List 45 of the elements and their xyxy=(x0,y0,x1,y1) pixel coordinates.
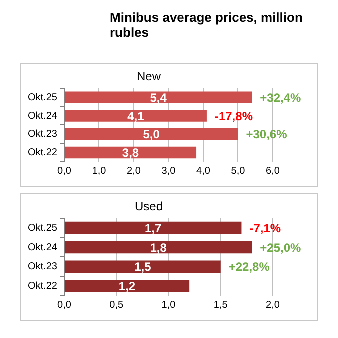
annotation: +30,6% xyxy=(246,128,288,142)
y-tick-label: Okt.22 xyxy=(28,148,58,159)
data-label: 5,4 xyxy=(150,90,168,105)
annotation: +25,0% xyxy=(260,240,302,255)
chart-title: Minibus average prices, million rubles xyxy=(110,10,304,40)
bar xyxy=(64,280,190,292)
chart-subtitle: New xyxy=(136,70,162,84)
data-label: 1,5 xyxy=(134,260,152,274)
annotation: -17,8% xyxy=(214,109,254,124)
y-tick-label: Okt.23 xyxy=(28,129,58,140)
x-tick-label: 5,0 xyxy=(231,166,246,177)
x-tick-label: 4,0 xyxy=(196,166,211,177)
y-tick-label: Okt.24 xyxy=(28,110,58,122)
bar xyxy=(64,128,238,140)
y-tick-label: Okt.25 xyxy=(28,222,58,234)
data-label: 1,2 xyxy=(118,280,136,294)
x-tick-label: 0,5 xyxy=(110,300,124,311)
bar xyxy=(64,146,197,159)
x-tick-label: 3,0 xyxy=(162,166,176,177)
bar xyxy=(64,241,252,254)
bar xyxy=(64,110,207,122)
x-tick-label: 0,0 xyxy=(58,300,72,311)
y-tick-label: Okt.22 xyxy=(28,281,58,292)
bar xyxy=(64,260,221,274)
data-label: 4,1 xyxy=(128,109,145,124)
x-tick-label: 1,0 xyxy=(92,166,107,177)
x-tick-label: 1,0 xyxy=(162,300,176,311)
annotation: +22,8% xyxy=(228,260,270,274)
data-label: 1,8 xyxy=(150,240,168,255)
x-tick-label: 1,5 xyxy=(214,300,228,311)
x-tick-label: 2,0 xyxy=(266,300,280,311)
bar xyxy=(64,92,252,104)
y-tick-label: Okt.25 xyxy=(28,92,58,104)
x-tick-label: 2,0 xyxy=(127,166,142,177)
data-label: 5,0 xyxy=(143,128,160,142)
data-label: 1,7 xyxy=(144,221,162,236)
x-tick-label: 6,0 xyxy=(266,166,280,177)
y-tick-label: Okt.24 xyxy=(28,242,58,254)
annotation: -7,1% xyxy=(250,221,282,236)
annotation: +32,4% xyxy=(260,90,302,105)
data-label: 3,8 xyxy=(122,146,140,160)
y-tick-label: Okt.23 xyxy=(28,262,58,273)
bar xyxy=(64,222,242,234)
chart-title: Used xyxy=(134,200,164,214)
x-tick-label: 0,0 xyxy=(58,166,72,177)
